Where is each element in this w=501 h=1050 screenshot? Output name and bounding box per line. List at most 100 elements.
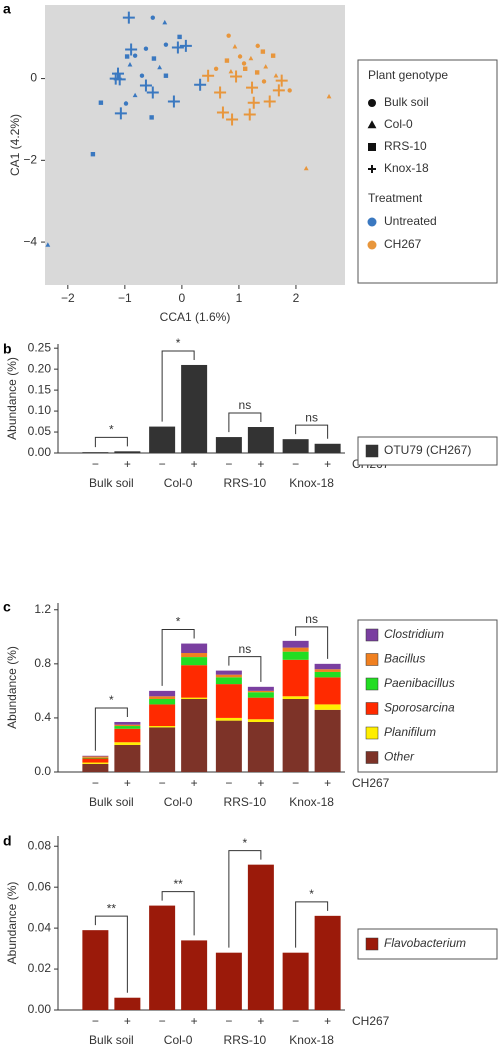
point [254,70,260,75]
legend-label: Bacillus [384,652,425,666]
legend-symbol [368,99,376,107]
point [202,69,215,82]
y-tick-label: 0.15 [28,382,52,396]
bar [149,905,176,1010]
point [263,95,276,108]
bar-segment [314,709,341,772]
significance-bracket [295,901,329,948]
legend-label: CH267 [384,237,422,251]
bar-segment [282,640,309,648]
y-axis-label: Abundance (%) [5,357,19,440]
group-label: Col-0 [164,476,193,490]
group-label: Knox-18 [289,795,334,809]
legend-swatch [365,937,379,951]
group-label: Col-0 [164,795,193,809]
legend-swatch [367,217,377,227]
point [214,86,227,99]
y-axis-label: Abundance (%) [5,646,19,729]
bar-segment [247,719,274,722]
legend-swatch [365,677,379,691]
group-label: Knox-18 [289,476,334,490]
significance-label: * [176,336,181,350]
legend-label: RRS-10 [384,139,427,153]
significance-bracket [295,424,329,439]
x-tick-label: −1 [118,291,132,305]
legend-symbol [367,120,377,129]
point [237,54,243,59]
y-tick-label: 0.05 [28,424,52,438]
y-tick-label: 0.02 [28,961,52,975]
point [216,106,229,119]
bar-segment [314,669,341,672]
bar-segment [114,742,141,745]
treatment-label: + [191,457,198,471]
legend-box [357,59,498,284]
bar [82,452,109,453]
point [143,46,149,51]
point [139,73,145,78]
treatment-label: − [225,776,232,790]
treatment-label: − [92,776,99,790]
significance-bracket [161,350,195,422]
legend-symbol [368,165,376,173]
legend-label: Paenibacillus [384,676,455,690]
significance-label: * [109,422,114,436]
point [230,70,243,83]
legend-label: Other [384,750,415,764]
y-tick-label: 0.00 [28,445,52,459]
treatment-label: + [257,1014,264,1028]
y-tick-label: 0.20 [28,361,52,375]
group-label: Col-0 [164,1033,193,1047]
significance-label: * [243,836,248,850]
bar [282,439,309,453]
significance-bracket [161,891,195,936]
bar [282,952,309,1010]
bar [114,451,141,453]
bar-segment [282,696,309,699]
y-tick-label: 0 [30,71,37,85]
y-tick-label: 0.25 [28,340,52,354]
x-tick-label: 2 [293,291,300,305]
bar [215,952,242,1010]
bar-segment [82,758,109,763]
bar [149,426,176,453]
point [270,53,276,58]
bar-segment [215,670,242,675]
legend-label: Knox-18 [384,161,429,175]
y-tick-label: 0.08 [28,838,52,852]
point [232,44,238,49]
point [127,62,133,67]
bar-segment [181,653,208,658]
bar [314,915,341,1010]
legend-label: Col-0 [384,117,413,131]
treatment-axis-label: CH267 [352,1014,390,1028]
bar-segment [149,690,176,697]
bar-segment [282,659,309,697]
treatment-label: + [324,776,331,790]
point [146,86,159,99]
legend-swatch [365,628,379,642]
bar [215,437,242,453]
significance-label: ** [173,877,183,891]
point [163,42,169,47]
treatment-label: − [225,457,232,471]
legend-swatch [365,751,379,764]
group-label: Bulk soil [89,1033,134,1047]
legend-label: Bulk soil [384,95,429,109]
point [326,93,332,99]
bar-segment [114,744,141,772]
bar-segment [149,698,176,705]
bar-segment [215,674,242,678]
plot-background [45,5,345,285]
legend-box [357,928,498,960]
bar-segment [215,717,242,721]
significance-label: ns [305,410,318,424]
point [303,165,309,171]
point [132,92,138,98]
bar-segment [114,728,141,743]
bar-segment [149,726,176,728]
x-tick-label: 1 [236,291,243,305]
point [248,55,254,61]
point [122,11,135,24]
